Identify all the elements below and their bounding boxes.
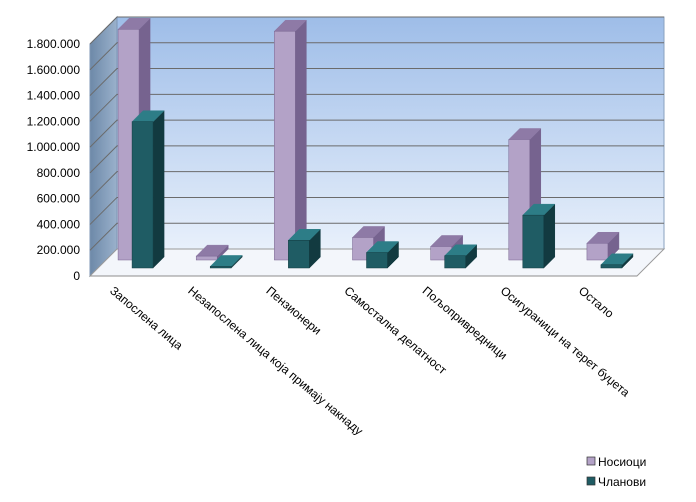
bar-front: [209, 266, 232, 269]
bar-front: [522, 214, 545, 269]
y-tick-label: 800.000: [37, 166, 81, 180]
x-category-label: Пољопривредници: [420, 284, 510, 363]
bar-front: [600, 264, 623, 269]
legend-swatch: [586, 456, 596, 466]
bar-clanovi: [287, 228, 321, 269]
bar-front: [366, 252, 388, 269]
bar-front: [444, 255, 466, 269]
legend-label: Чланови: [598, 475, 646, 489]
y-tick-label: 400.000: [37, 217, 81, 231]
gridline: [89, 222, 664, 251]
y-tick-label: 1.800.000: [27, 37, 81, 51]
back-wall: [116, 16, 665, 250]
bar-side: [295, 19, 307, 261]
x-category-label: Осигураници на терет буџета: [498, 284, 633, 400]
x-category-label: Незапослена лица која примају накнаду: [185, 284, 365, 439]
x-category-label: Пензионери: [263, 284, 324, 338]
bar-clanovi: [131, 110, 165, 269]
bar-nosioci: [195, 244, 229, 261]
bar-nosioci: [273, 19, 307, 261]
gridline: [89, 119, 664, 148]
gridline: [89, 93, 664, 122]
y-tick-label: 200.000: [37, 243, 81, 257]
y-axis-ticks: 0 200.000 400.000 600.000 800.000 1.000.000 1.…: [27, 37, 81, 283]
bars-group: [117, 17, 634, 269]
bar-clanovi: [365, 240, 400, 269]
gridline: [89, 145, 664, 174]
bar-clanovi: [522, 203, 556, 269]
x-category-label: Запослена лица: [107, 284, 186, 353]
bar-clanovi: [600, 253, 634, 269]
bar-front: [195, 255, 218, 261]
gridlines: [89, 16, 664, 277]
bar-clanovi: [209, 254, 243, 269]
x-axis-labels: Запослена лица Незапослена лица која прим…: [107, 284, 632, 439]
bar-front: [586, 242, 609, 261]
gridline: [89, 42, 664, 71]
gridline: [89, 68, 664, 96]
legend-label: Носиоци: [598, 455, 646, 469]
y-tick-label: 1.000.000: [27, 140, 81, 154]
gridline: [89, 196, 664, 225]
bar-clanovi: [444, 244, 478, 269]
y-tick-label: 600.000: [37, 192, 81, 206]
bar-front: [274, 30, 296, 261]
x-category-label: Остало: [576, 284, 617, 321]
y-tick-label: 1.200.000: [27, 114, 81, 128]
gridline: [89, 171, 664, 200]
bar-nosioci: [586, 231, 620, 261]
y-tick-label: 1.600.000: [27, 63, 81, 77]
bar-front: [288, 240, 310, 269]
y-tick-label: 0: [73, 269, 80, 283]
bar-side: [152, 110, 165, 269]
legend-swatch: [586, 476, 596, 486]
gridline: [89, 16, 664, 45]
bar-front: [131, 121, 154, 269]
y-tick-label: 1.400.000: [27, 89, 81, 103]
legend: Носиоци Чланови: [586, 455, 646, 489]
